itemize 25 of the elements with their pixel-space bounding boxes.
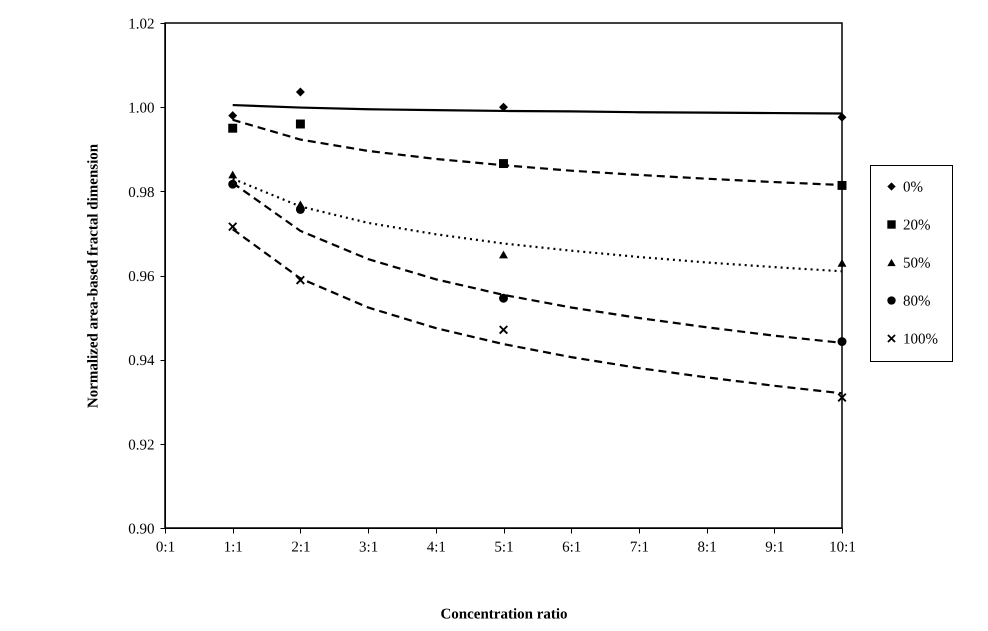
- y-tick-label: 1.00: [128, 100, 154, 117]
- y-axis-title: Normalized area-based fractal dimension: [85, 143, 102, 408]
- y-tick-label: 0.90: [128, 522, 154, 538]
- y-tick-label: 0.98: [128, 184, 154, 201]
- x-tick-label: 0:1: [156, 540, 176, 556]
- x-tick-label: 6:1: [562, 540, 582, 556]
- legend-label: 50%: [903, 256, 930, 272]
- y-tick-label: 0.96: [128, 269, 155, 285]
- y-tick-label: 0.92: [128, 437, 154, 454]
- x-tick-label: 1:1: [224, 540, 243, 556]
- x-tick-label: 4:1: [426, 540, 446, 556]
- x-tick-label: 8:1: [698, 540, 717, 556]
- x-tick-label: 5:1: [494, 540, 514, 556]
- x-tick-label: 3:1: [359, 540, 378, 556]
- x-tick-label: 10:1: [829, 540, 856, 556]
- legend-label: 0%: [903, 180, 923, 196]
- y-tick-label: 1.02: [128, 16, 154, 32]
- x-axis-title: Concentration ratio: [440, 606, 568, 622]
- x-tick-label: 9:1: [765, 540, 784, 556]
- legend-label: 80%: [903, 294, 930, 310]
- legend-label: 20%: [903, 218, 930, 234]
- x-tick-label: 2:1: [291, 540, 310, 556]
- legend-label: 100%: [903, 332, 938, 348]
- y-tick-label: 0.94: [128, 353, 155, 370]
- x-tick-label: 7:1: [630, 540, 649, 556]
